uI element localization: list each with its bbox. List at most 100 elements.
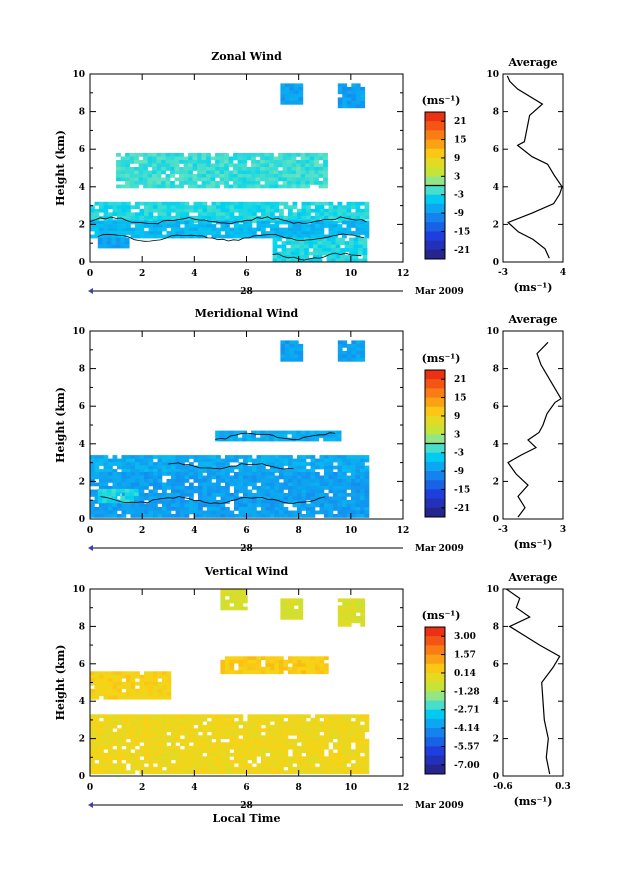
heatmap-cell (229, 606, 235, 611)
heatmap-cell (288, 231, 293, 235)
heatmap-cell (99, 752, 104, 757)
heatmap-cell (130, 763, 136, 768)
heatmap-cell (99, 738, 104, 743)
heatmap-cell (216, 514, 221, 518)
heatmap-cell (162, 500, 167, 504)
heatmap-cell (108, 681, 113, 686)
heatmap-cell (319, 482, 325, 487)
colorbar-swatch (425, 379, 445, 389)
heatmap-cell (261, 496, 266, 501)
heatmap-cell (216, 728, 221, 733)
heatmap-cell (364, 220, 370, 225)
colorbar-tick-label: -7.00 (454, 761, 480, 771)
heatmap-cell (234, 766, 239, 771)
heatmap-cell (180, 510, 185, 515)
heatmap-cell (305, 153, 310, 157)
heatmap-cell (139, 674, 145, 679)
heatmap-cell (166, 717, 172, 722)
heatmap-cell (360, 507, 365, 511)
heatmap-cell (193, 201, 199, 206)
heatmap-cell (306, 455, 311, 459)
heatmap-cell (157, 462, 163, 466)
heatmap-cell (157, 721, 163, 726)
heatmap-cell (121, 766, 127, 771)
colorbar-swatch (425, 213, 445, 223)
heatmap-cell (289, 612, 295, 617)
heatmap-cell (315, 752, 320, 757)
heatmap-cell (292, 745, 298, 750)
heatmap-cell (297, 714, 302, 719)
heatmap-cell (135, 752, 140, 757)
y-tick-label: 8 (79, 108, 85, 118)
heatmap-cell (360, 605, 366, 610)
heatmap-cell (288, 208, 293, 213)
heatmap-cell (130, 685, 136, 690)
heatmap-cell (261, 763, 266, 768)
colorbar-swatch (425, 507, 445, 518)
heatmap-cell (117, 224, 122, 228)
heatmap-cell (279, 759, 284, 764)
heatmap-cell (288, 766, 293, 771)
heatmap-cell (260, 153, 265, 157)
heatmap-cell (319, 728, 325, 733)
heatmap-cell (211, 489, 217, 494)
heatmap-cell (108, 721, 113, 726)
heatmap-cell (157, 714, 163, 719)
heatmap-cell (328, 479, 334, 483)
heatmap-cell (269, 156, 274, 161)
heatmap-cell (103, 721, 109, 726)
heatmap-cell (166, 752, 172, 757)
heatmap-cell (144, 749, 149, 754)
heatmap-cell (342, 343, 348, 348)
heatmap-cell (315, 749, 320, 754)
heatmap-cell (166, 724, 172, 729)
heatmap-cell (135, 462, 140, 466)
heatmap-cell (175, 770, 181, 775)
heatmap-cell (287, 167, 292, 171)
heatmap-cell (333, 731, 338, 736)
heatmap-cell (165, 160, 171, 164)
heatmap-cell (111, 488, 117, 493)
heatmap-cell (130, 717, 136, 722)
heatmap-cell (161, 156, 166, 161)
heatmap-cell (310, 728, 316, 733)
heatmap-cell (130, 752, 136, 757)
heatmap-cell (247, 496, 253, 501)
heatmap-cell (225, 728, 230, 733)
heatmap-cell (216, 503, 221, 508)
heatmap-cell (344, 258, 350, 263)
heatmap-cell (310, 472, 316, 476)
heatmap-cell (284, 357, 290, 362)
heatmap-cell (112, 458, 118, 463)
heatmap-cell (198, 503, 203, 508)
heatmap-cell (289, 347, 295, 352)
heatmap-cell (272, 244, 278, 249)
heatmap-cell (346, 619, 352, 624)
heatmap-cell (298, 608, 304, 613)
heatmap-cell (211, 224, 217, 228)
heatmap-cell (144, 514, 149, 518)
heatmap-cell (108, 510, 113, 515)
heatmap-cell (94, 201, 100, 206)
heatmap-cell (171, 479, 176, 483)
heatmap-cell (189, 759, 194, 764)
heatmap-cell (112, 469, 118, 473)
heatmap-cell (355, 496, 361, 501)
heatmap-cell (112, 674, 118, 679)
heatmap-cell (189, 770, 194, 775)
heatmap-cell (148, 510, 154, 515)
heatmap-cell (261, 756, 266, 761)
heatmap-cell (175, 717, 181, 722)
heatmap-cell (251, 437, 256, 442)
heatmap-cell (103, 224, 109, 228)
heatmap-cell (180, 212, 185, 217)
heatmap-cell (130, 462, 136, 466)
heatmap-cell (360, 212, 365, 217)
heatmap-cell (201, 177, 207, 182)
heatmap-cell (353, 258, 359, 263)
heatmap-cell (148, 462, 154, 466)
heatmap-cell (184, 489, 190, 494)
heatmap-cell (220, 472, 226, 476)
heatmap-cell (144, 735, 149, 740)
heatmap-cell (286, 237, 291, 242)
